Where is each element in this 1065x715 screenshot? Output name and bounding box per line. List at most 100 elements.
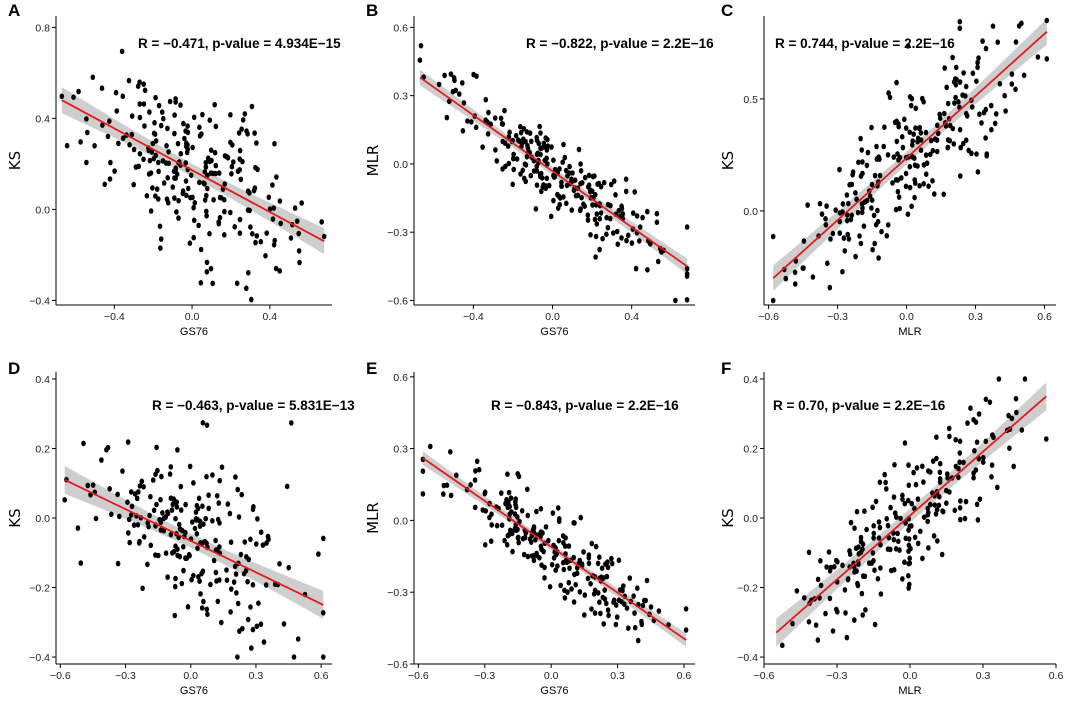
data-point xyxy=(792,281,798,287)
data-point xyxy=(163,514,168,520)
data-point xyxy=(991,434,996,441)
data-point xyxy=(265,533,271,540)
data-point xyxy=(856,159,861,166)
data-point xyxy=(256,600,261,606)
data-point xyxy=(131,146,137,153)
data-point xyxy=(654,210,660,217)
data-point xyxy=(928,469,933,475)
data-point xyxy=(144,193,150,199)
data-point xyxy=(235,486,240,493)
data-point xyxy=(801,265,806,272)
data-point xyxy=(983,396,989,403)
scatter-plot-e: E −0.6 −0.3 0.0 0.3 0.6 −0.6 −0.3 0.0 0.3 0.6 GS76 M… xyxy=(364,359,695,697)
data-point xyxy=(645,208,650,215)
data-point xyxy=(165,125,170,132)
data-point xyxy=(961,459,966,466)
x-tick-label: 0.0 xyxy=(544,670,559,682)
data-point xyxy=(939,551,945,558)
data-point xyxy=(548,213,554,220)
data-point xyxy=(125,499,130,505)
data-point xyxy=(918,130,924,136)
data-point xyxy=(920,95,925,102)
data-point xyxy=(815,576,821,583)
data-point xyxy=(837,210,843,216)
data-point xyxy=(135,83,141,89)
data-point xyxy=(969,150,974,157)
data-point xyxy=(90,74,96,81)
data-point xyxy=(823,222,829,228)
data-point xyxy=(201,598,206,605)
data-point xyxy=(499,120,505,127)
data-point xyxy=(506,160,512,167)
data-point xyxy=(1022,376,1028,382)
data-point xyxy=(900,144,906,151)
data-point xyxy=(224,567,229,573)
data-point xyxy=(207,230,212,237)
data-point xyxy=(899,134,905,140)
data-point xyxy=(164,143,169,149)
data-point xyxy=(253,541,259,547)
data-point xyxy=(634,213,640,219)
data-point xyxy=(167,471,173,477)
data-point xyxy=(975,59,980,66)
data-point xyxy=(511,151,516,158)
data-point xyxy=(191,572,196,579)
data-point xyxy=(448,71,454,77)
data-point xyxy=(957,505,963,511)
data-point xyxy=(296,248,302,254)
data-point xyxy=(533,537,538,543)
scatter-plot-f: F −0.6 −0.3 0.0 0.3 0.6 −0.4 −0.2 0.0 0.2 0.4 MLR KS… xyxy=(719,359,1063,697)
data-point xyxy=(204,213,209,219)
data-point xyxy=(263,582,269,588)
y-tick-label: 0.8 xyxy=(35,22,50,34)
data-point xyxy=(534,552,540,559)
data-point xyxy=(500,166,505,172)
data-point xyxy=(963,93,968,99)
data-point xyxy=(817,200,823,207)
data-point xyxy=(141,156,146,163)
data-point xyxy=(297,259,302,266)
data-point xyxy=(173,575,178,582)
data-point xyxy=(191,480,196,486)
data-point xyxy=(601,621,606,627)
data-point xyxy=(229,586,234,592)
data-point xyxy=(945,475,950,481)
data-point xyxy=(487,514,492,521)
data-point xyxy=(874,143,879,150)
data-point xyxy=(588,232,593,238)
data-point xyxy=(159,473,164,480)
data-point xyxy=(127,539,132,546)
regression-line xyxy=(775,395,1047,634)
data-point xyxy=(870,246,875,253)
data-point xyxy=(858,534,864,541)
data-point xyxy=(198,246,204,253)
data-point xyxy=(148,493,153,500)
data-point xyxy=(860,205,865,211)
data-point xyxy=(902,559,907,565)
data-point xyxy=(161,115,166,122)
data-point xyxy=(578,168,584,174)
data-point xyxy=(1044,436,1049,442)
data-point xyxy=(934,434,939,440)
data-point xyxy=(253,239,258,246)
data-point xyxy=(100,122,105,128)
data-point xyxy=(460,128,466,134)
data-point xyxy=(224,577,230,583)
data-point xyxy=(900,496,905,503)
data-point xyxy=(942,110,947,117)
data-point xyxy=(137,483,143,489)
data-point xyxy=(1009,81,1015,87)
data-point xyxy=(172,130,177,137)
data-point xyxy=(1013,86,1018,93)
data-point xyxy=(862,508,867,514)
x-tick-label: 0.3 xyxy=(249,670,264,682)
data-point xyxy=(150,140,156,147)
y-tick-label: 0.6 xyxy=(393,372,408,384)
data-point xyxy=(207,117,213,123)
data-point xyxy=(233,474,238,480)
data-point xyxy=(174,209,179,215)
data-point xyxy=(858,538,864,545)
data-point xyxy=(185,123,190,129)
data-point xyxy=(589,606,594,612)
data-point xyxy=(204,269,210,275)
